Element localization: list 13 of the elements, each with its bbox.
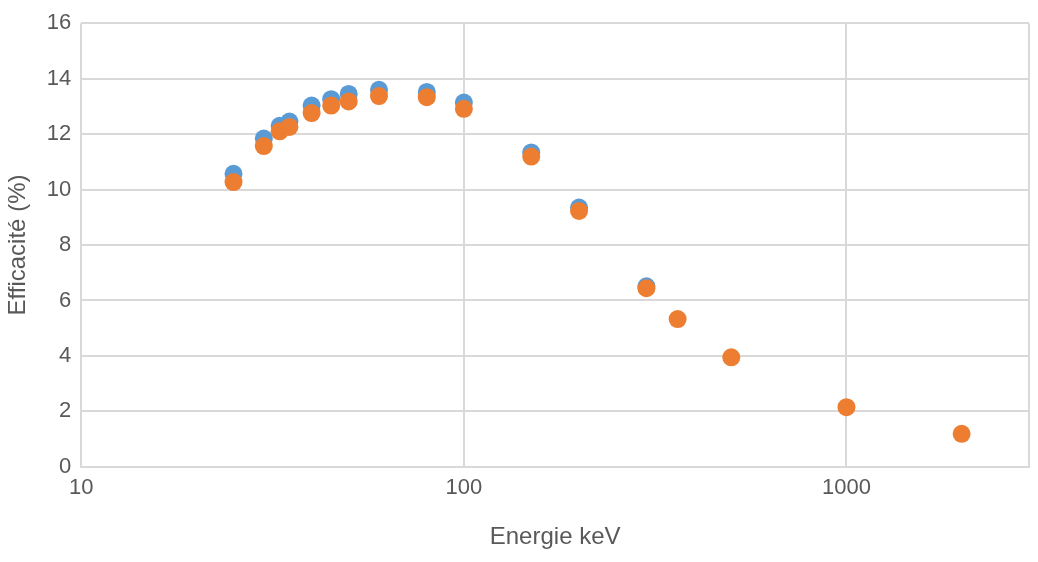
y-tick-label: 10 [46, 175, 72, 201]
y-tick-label: 0 [59, 452, 72, 478]
y-tick-label: 8 [59, 231, 72, 257]
y-tick-label: 14 [46, 64, 72, 90]
x-axis-title: Energie keV [489, 522, 621, 550]
y-tick-label: 16 [46, 9, 72, 35]
y-tick-label: 2 [59, 397, 72, 423]
y-axis-title: Efficacité (%) [3, 174, 31, 316]
y-tick-label: 12 [46, 120, 72, 146]
y-tick-label: 4 [59, 341, 72, 367]
x-tick-label: 1000 [821, 474, 871, 500]
y-tick-label: 6 [59, 286, 72, 312]
x-tick-label: 100 [445, 474, 483, 500]
